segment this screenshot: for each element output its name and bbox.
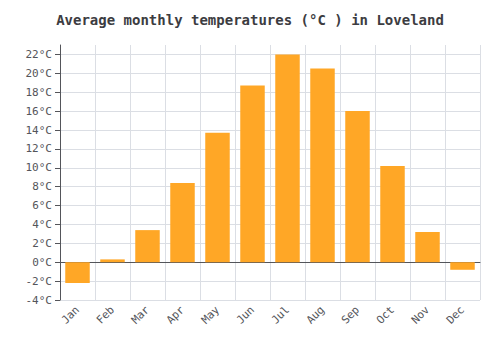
- svg-text:2°C: 2°C: [32, 237, 52, 250]
- svg-text:16°C: 16°C: [26, 105, 53, 118]
- svg-text:Apr: Apr: [164, 303, 187, 326]
- svg-text:18°C: 18°C: [26, 86, 53, 99]
- svg-text:May: May: [199, 303, 222, 326]
- svg-text:Feb: Feb: [94, 303, 117, 326]
- svg-text:22°C: 22°C: [26, 48, 53, 61]
- svg-text:Jan: Jan: [59, 303, 82, 326]
- svg-text:Dec: Dec: [444, 303, 467, 326]
- svg-text:14°C: 14°C: [26, 124, 53, 137]
- svg-text:20°C: 20°C: [26, 67, 53, 80]
- svg-text:4°C: 4°C: [32, 218, 52, 231]
- svg-text:12°C: 12°C: [26, 142, 53, 155]
- svg-text:Average monthly temperatures (: Average monthly temperatures (°C ) in Lo…: [56, 12, 444, 28]
- svg-text:Sep: Sep: [339, 303, 362, 326]
- svg-text:Oct: Oct: [374, 303, 397, 326]
- svg-text:-2°C: -2°C: [26, 275, 53, 288]
- svg-text:Jul: Jul: [269, 303, 292, 326]
- svg-text:Mar: Mar: [129, 303, 152, 326]
- svg-text:8°C: 8°C: [32, 180, 52, 193]
- svg-text:Nov: Nov: [409, 303, 432, 326]
- svg-text:6°C: 6°C: [32, 199, 52, 212]
- svg-text:-4°C: -4°C: [26, 294, 53, 307]
- svg-text:Jun: Jun: [234, 303, 257, 326]
- svg-text:10°C: 10°C: [26, 161, 53, 174]
- svg-text:0°C: 0°C: [32, 256, 52, 269]
- svg-text:Aug: Aug: [304, 303, 327, 326]
